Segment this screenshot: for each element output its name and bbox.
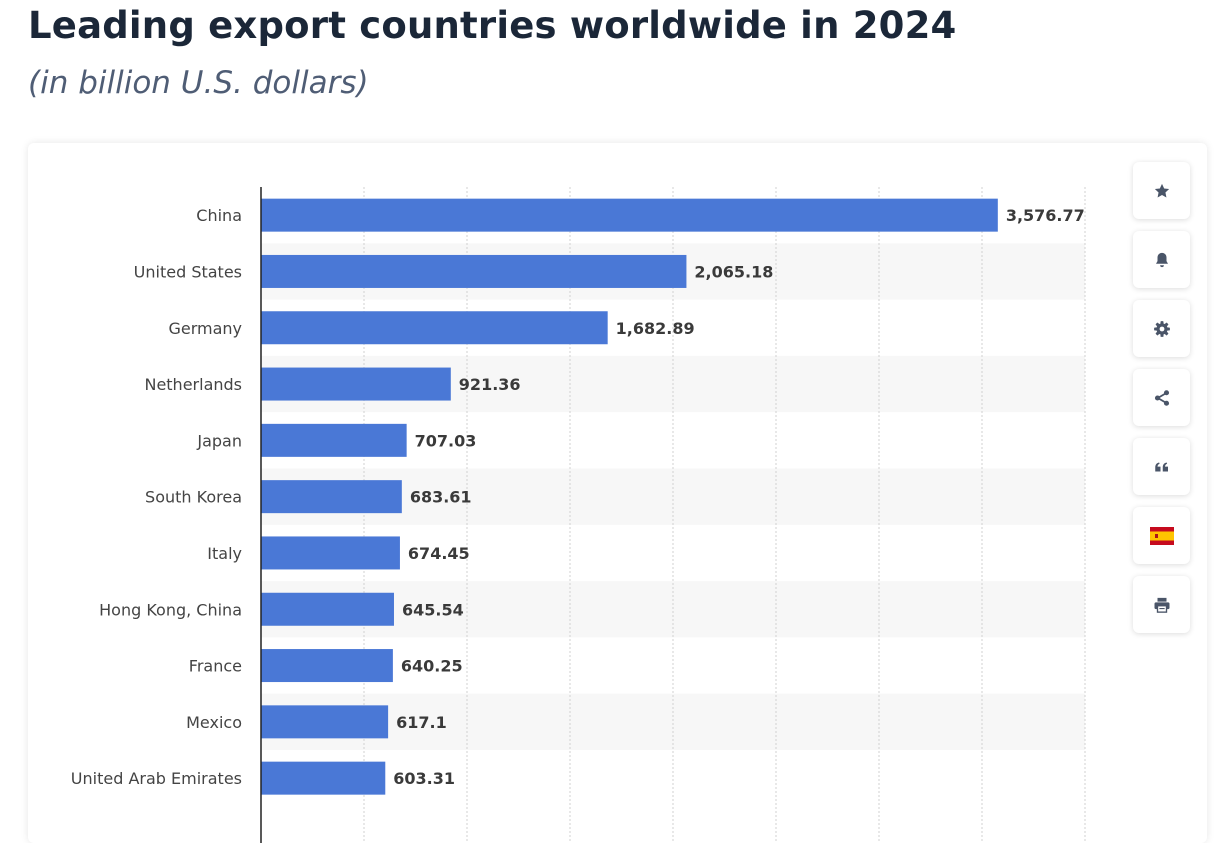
category-label: China xyxy=(196,206,242,225)
data-label: 603.31 xyxy=(393,769,455,788)
category-label: South Korea xyxy=(145,488,242,507)
category-label: United States xyxy=(134,262,242,281)
gear-icon xyxy=(1153,320,1170,337)
data-label: 645.54 xyxy=(402,600,464,619)
category-label: Hong Kong, China xyxy=(99,600,242,619)
bar xyxy=(261,254,687,288)
data-label: 921.36 xyxy=(459,375,521,394)
print-button[interactable] xyxy=(1133,576,1190,633)
citation-button[interactable] xyxy=(1133,438,1190,495)
bar xyxy=(261,367,451,401)
star-icon xyxy=(1154,183,1169,197)
category-label: Mexico xyxy=(186,713,242,732)
bar xyxy=(261,198,998,232)
category-label: Netherlands xyxy=(144,375,242,394)
category-label: Italy xyxy=(207,544,242,563)
data-label: 707.03 xyxy=(415,431,477,450)
bar-chart: 3,576.77 China 2,065.18 United States 1,682.… xyxy=(71,187,1086,843)
data-label: 674.45 xyxy=(408,544,470,563)
bar xyxy=(261,480,402,514)
language-button[interactable] xyxy=(1133,507,1190,564)
data-label: 683.61 xyxy=(410,488,472,507)
bar xyxy=(261,536,400,570)
printer-icon xyxy=(1154,597,1169,613)
bar xyxy=(261,423,407,457)
notification-button[interactable] xyxy=(1133,231,1190,288)
bar xyxy=(261,592,394,626)
bar xyxy=(261,761,386,795)
settings-button[interactable] xyxy=(1133,300,1190,357)
category-label: France xyxy=(189,657,242,676)
page-title: Leading export countries worldwide in 20… xyxy=(28,4,957,47)
favorite-button[interactable] xyxy=(1133,162,1190,219)
bar xyxy=(261,705,389,739)
spain-flag-icon xyxy=(1149,526,1174,545)
page-subtitle: (in billion U.S. dollars) xyxy=(28,65,369,101)
data-label: 640.25 xyxy=(401,657,463,676)
category-label: Germany xyxy=(168,319,242,338)
bell-icon xyxy=(1155,252,1168,267)
data-label: 1,682.89 xyxy=(616,319,695,338)
quote-icon xyxy=(1154,462,1168,471)
share-button[interactable] xyxy=(1133,369,1190,426)
bar xyxy=(261,649,393,683)
bar xyxy=(261,311,608,345)
share-icon xyxy=(1154,389,1169,406)
data-label: 3,576.77 xyxy=(1006,206,1085,225)
data-label: 2,065.18 xyxy=(694,262,773,281)
data-label: 617.1 xyxy=(396,713,447,732)
chart-card: 3,576.77 China 2,065.18 United States 1,682.… xyxy=(28,143,1207,843)
category-label: Japan xyxy=(196,431,242,450)
category-label: United Arab Emirates xyxy=(71,769,242,788)
